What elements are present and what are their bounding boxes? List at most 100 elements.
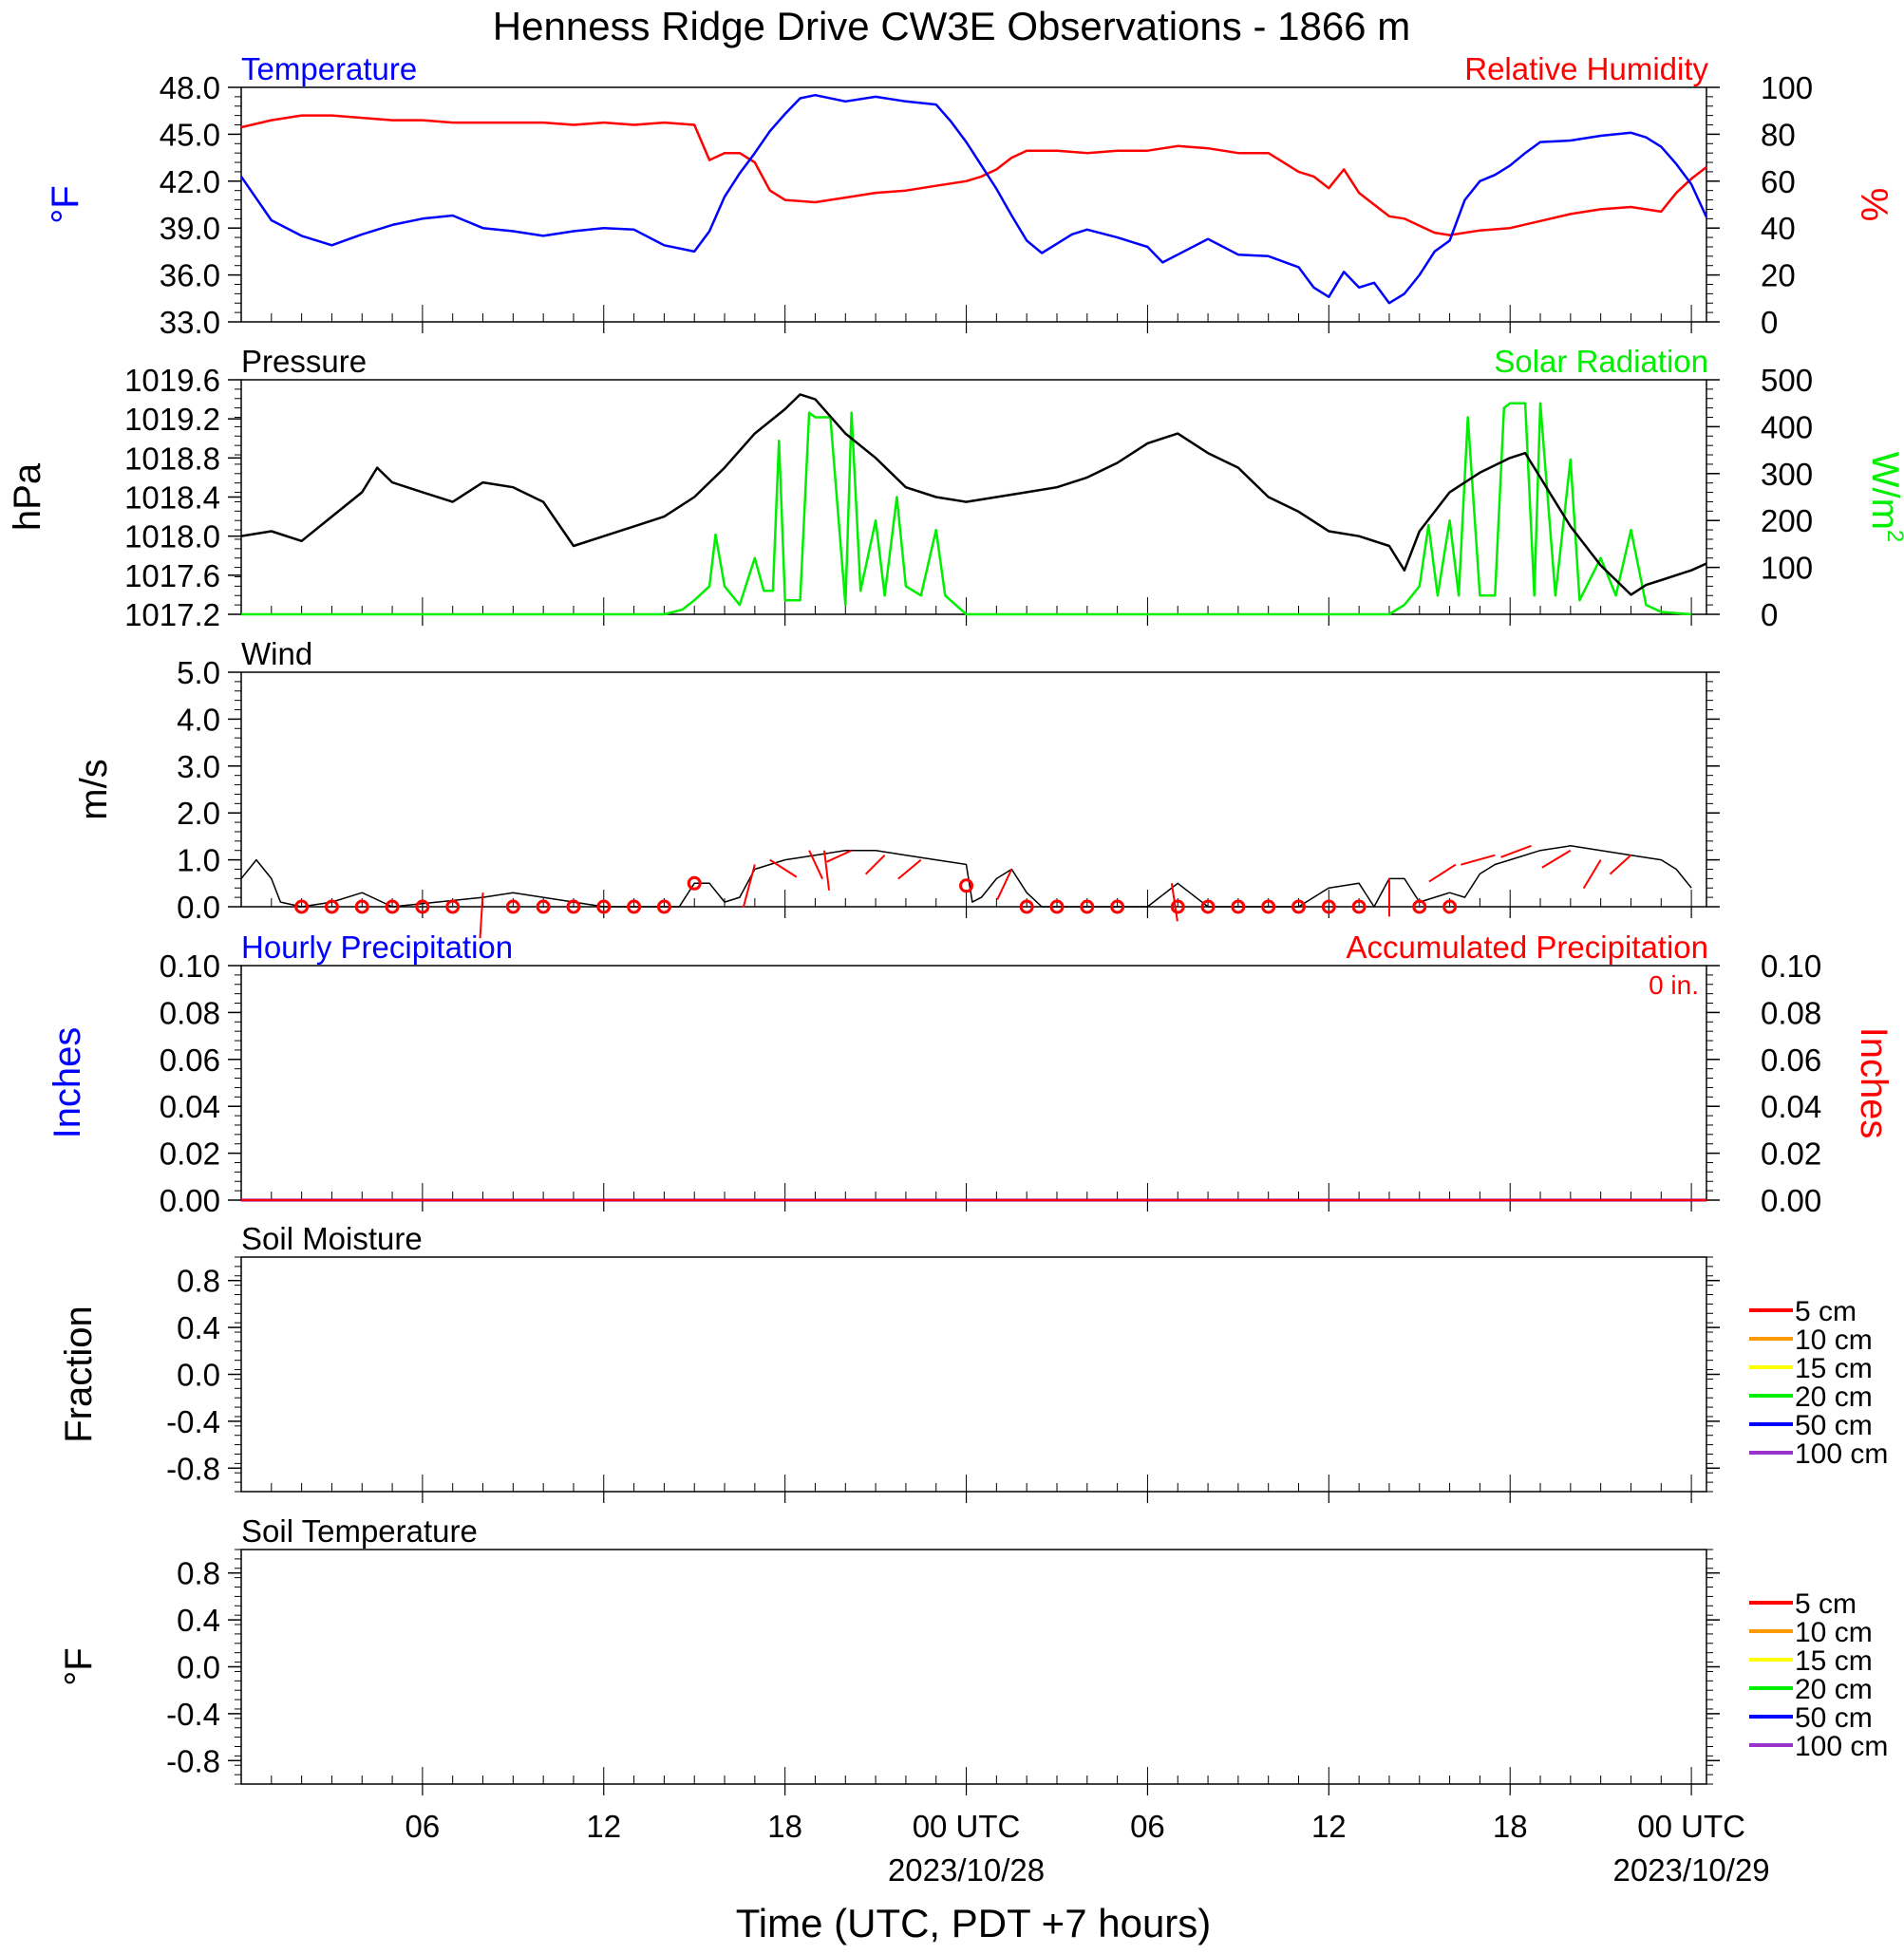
wind-barb [742,864,756,908]
wind-barb [1461,854,1496,866]
calm-wind-circle [1291,899,1307,914]
wind-barb [769,858,798,878]
panel-right-title: Relative Humidity [1464,51,1708,86]
y-tick-label: 39.0 [160,211,220,246]
legend-label: 10 cm [1795,1617,1873,1648]
plot-frame [240,86,1707,323]
calm-wind-circle [1261,899,1276,914]
unit-superscript: 2 [1882,530,1904,542]
wind-barb [826,849,853,863]
right-unit-label: W/m2 [1864,452,1904,543]
right-y-tick-label: 60 [1761,164,1796,199]
wind-barb [823,850,831,891]
right-y-tick-label: 300 [1761,457,1813,492]
y-tick-label: 5.0 [177,655,220,690]
y-tick-label: 1018.4 [124,480,220,516]
plot-frame [240,671,1707,908]
y-tick-label: 4.0 [177,702,220,737]
calm-wind-circle [1170,899,1185,914]
right-y-tick-label: 40 [1761,211,1796,246]
wind-barb [864,854,886,875]
calm-wind-circle [1080,899,1095,914]
panel-left-title: Temperature [241,51,417,86]
legend-label: 5 cm [1795,1296,1857,1327]
right-y-tick-label: 0.06 [1761,1043,1821,1078]
y-tick-label: 1017.2 [124,597,220,632]
legend-label: 50 cm [1795,1702,1873,1734]
y-tick-label: 0.4 [177,1603,220,1638]
chart-title: Henness Ridge Drive CW3E Observations - … [493,4,1410,48]
legend-label: 100 cm [1795,1438,1888,1470]
x-tick-date-label: 2023/10/28 [888,1852,1045,1888]
right-y-tick-label: 0.08 [1761,995,1821,1030]
calm-wind-circle [1049,899,1065,914]
y-tick-label: 0.06 [160,1043,220,1078]
right-y-tick-label: 0.10 [1761,949,1821,984]
calm-wind-circle [656,899,671,914]
wind-barb [1609,854,1632,875]
calm-wind-circle [1321,899,1336,914]
panel-left-title: Pressure [241,344,367,379]
x-tick-label: 06 [1130,1809,1165,1844]
y-tick-label: -0.8 [166,1451,220,1486]
y-tick-label: 1018.0 [124,519,220,554]
right-y-tick-label: 20 [1761,258,1796,293]
humidity-line [240,114,1707,236]
legend-label: 15 cm [1795,1645,1873,1677]
right-y-tick-label: 0 [1761,597,1778,632]
y-tick-label: 0.10 [160,949,220,984]
x-tick-label: 06 [405,1809,441,1844]
y-tick-label: 0.8 [177,1556,220,1591]
x-axis-label: Time (UTC, PDT +7 hours) [736,1901,1212,1945]
left-unit-label: m/s [73,759,115,819]
y-tick-label: 1017.6 [124,558,220,593]
legend-label: 20 cm [1795,1381,1873,1413]
panel-left-title: Soil Temperature [241,1513,478,1549]
legend-label: 20 cm [1795,1674,1873,1705]
calm-wind-circle [1200,899,1216,914]
x-tick-label: 12 [1311,1809,1347,1844]
left-unit-label: °F [45,185,86,223]
y-tick-label: 3.0 [177,749,220,784]
calm-wind-circle [959,878,974,893]
y-tick-label: 1018.8 [124,441,220,476]
x-tick-date-label: 2023/10/29 [1613,1852,1770,1888]
wind-barb [1541,849,1572,869]
panel-soil_moisture: -0.8 -0.4 0.0 0.4 0.8 Soil Moisture Fraction 5 … [58,1221,1888,1503]
calm-wind-circle [536,899,551,914]
left-unit-label: Inches [47,1027,88,1139]
calm-wind-circle [566,899,581,914]
y-tick-label: 0.0 [177,890,220,925]
y-tick-label: 36.0 [160,258,220,293]
y-tick-label: 33.0 [160,305,220,340]
panel-temp_rh: 33.0 36.0 39.0 42.0 45.0 48.0 0 20 40 60 80 100 Temp… [45,51,1895,340]
panel-precip: 0.00 0.02 0.04 0.06 0.08 0.10 0.00 0.02 0.04 0.06… [47,930,1895,1218]
calm-wind-circle [1442,899,1458,914]
solar-radiation-line [241,402,1692,616]
y-tick-label: 1019.2 [124,402,220,437]
panel-left-title: Hourly Precipitation [241,930,513,965]
y-tick-label: 0.02 [160,1137,220,1172]
right-y-tick-label: 0.00 [1761,1183,1821,1218]
y-tick-label: 42.0 [160,164,220,199]
wind-barb [1428,863,1457,883]
calm-wind-circle [385,899,400,914]
legend-label: 50 cm [1795,1410,1873,1441]
x-tick-label: 00 UTC [1637,1809,1745,1844]
calm-wind-circle [1110,899,1125,914]
legend-label: 100 cm [1795,1731,1888,1762]
calm-wind-circle [324,899,339,914]
y-tick-label: 0.0 [177,1358,220,1393]
y-tick-label: 0.08 [160,995,220,1030]
legend-label: 15 cm [1795,1353,1873,1384]
wind-barb [808,850,824,880]
y-tick-label: 0.00 [160,1183,220,1218]
plot-frame [240,1256,1707,1493]
y-tick-label: -0.4 [166,1697,220,1732]
y-tick-label: 0.8 [177,1264,220,1299]
wind-barb [479,892,484,939]
wind-speed-line [240,845,1692,908]
panels: 33.036.039.042.045.048.0020406080100Temp… [7,51,1904,1795]
